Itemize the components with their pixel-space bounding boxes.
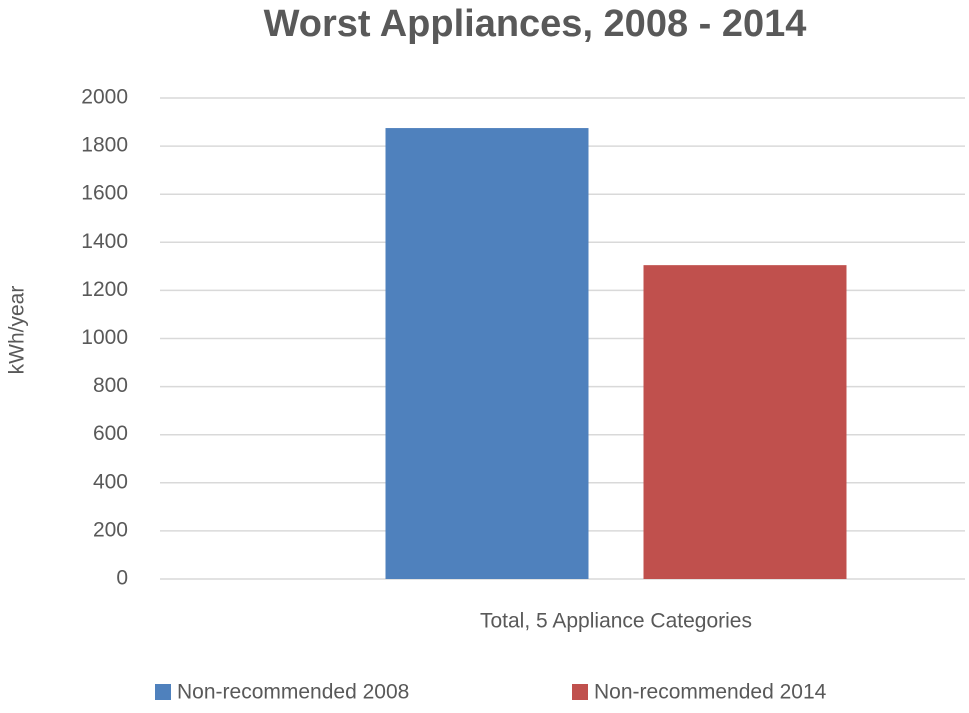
y-tick-label: 400 — [93, 470, 128, 493]
y-tick-label: 1600 — [81, 182, 128, 205]
legend-swatch — [572, 684, 588, 700]
y-tick-label: 200 — [93, 518, 128, 541]
y-tick-label: 800 — [93, 374, 128, 397]
y-tick-label: 1000 — [81, 326, 128, 349]
y-axis-title: kWh/year — [6, 286, 29, 375]
legend-swatch — [155, 684, 171, 700]
y-tick-label: 1400 — [81, 230, 128, 253]
y-tick-label: 1200 — [81, 278, 128, 301]
y-tick-label: 1800 — [81, 134, 128, 157]
legend-label: Non-recommended 2008 — [177, 681, 409, 704]
bar — [643, 265, 847, 579]
y-tick-label: 0 — [116, 567, 128, 590]
chart-title: Worst Appliances, 2008 - 2014 — [264, 3, 807, 45]
legend-label: Non-recommended 2014 — [594, 681, 827, 704]
y-tick-label: 2000 — [81, 86, 128, 109]
x-tick-label: Total, 5 Appliance Categories — [480, 610, 752, 633]
y-tick-label: 600 — [93, 422, 128, 445]
bar — [385, 128, 589, 579]
